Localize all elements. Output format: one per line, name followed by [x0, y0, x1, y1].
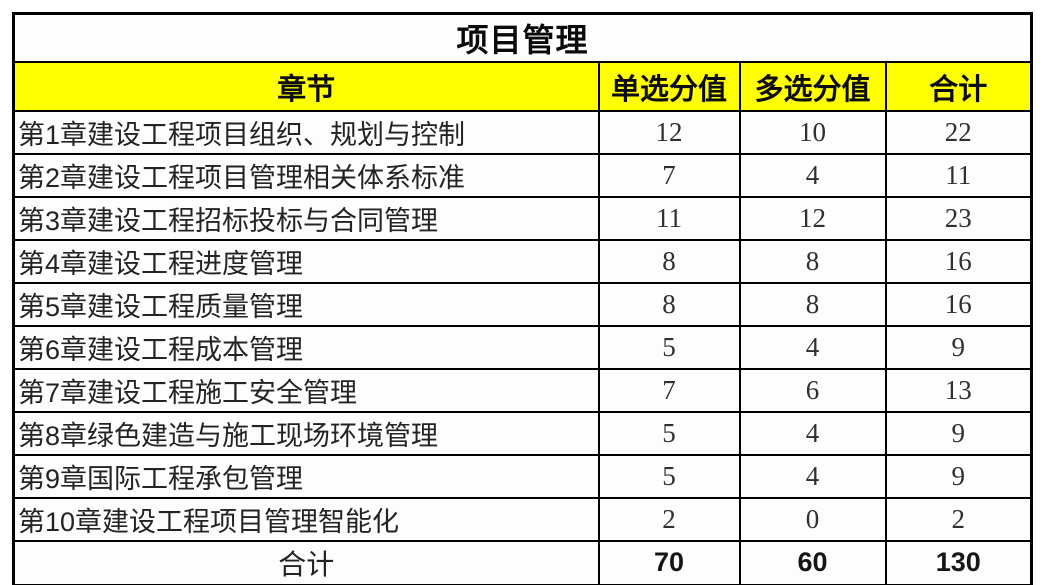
score-table: 项目管理 章节 单选分值 多选分值 合计 第1章建设工程项目组织、规划与控制 12… [12, 12, 1034, 585]
table-row: 第4章建设工程进度管理 8 8 16 [12, 239, 1033, 284]
multi-score-cell: 8 [738, 239, 887, 284]
column-header-total: 合计 [884, 61, 1033, 112]
single-score-cell: 12 [597, 110, 741, 155]
chapter-cell: 第9章国际工程承包管理 [12, 454, 600, 499]
chapter-cell: 第4章建设工程进度管理 [12, 239, 600, 284]
table-row: 第9章国际工程承包管理 5 4 9 [12, 454, 1033, 499]
chapter-cell: 第6章建设工程成本管理 [12, 325, 600, 370]
single-score-cell: 7 [597, 153, 741, 198]
chapter-cell: 第8章绿色建造与施工现场环境管理 [12, 411, 600, 456]
table-row: 第8章绿色建造与施工现场环境管理 5 4 9 [12, 411, 1033, 456]
chapter-cell: 第1章建设工程项目组织、规划与控制 [12, 110, 600, 155]
single-score-cell: 11 [597, 196, 741, 241]
table-body: 第1章建设工程项目组织、规划与控制 12 10 22 第2章建设工程项目管理相关体系标准… [12, 110, 1033, 542]
multi-score-cell: 12 [738, 196, 887, 241]
total-score-cell: 16 [884, 239, 1033, 284]
table-row: 第3章建设工程招标投标与合同管理 11 12 23 [12, 196, 1033, 241]
single-score-cell: 8 [597, 239, 741, 284]
column-header-chapter: 章节 [12, 61, 600, 112]
single-score-cell: 5 [597, 454, 741, 499]
chapter-cell: 第5章建设工程质量管理 [12, 282, 600, 327]
footer-multi-total: 60 [738, 540, 887, 585]
column-header-single-score: 单选分值 [597, 61, 741, 112]
multi-score-cell: 0 [738, 497, 887, 542]
single-score-cell: 5 [597, 325, 741, 370]
total-score-cell: 2 [884, 497, 1033, 542]
chapter-cell: 第3章建设工程招标投标与合同管理 [12, 196, 600, 241]
single-score-cell: 2 [597, 497, 741, 542]
multi-score-cell: 4 [738, 454, 887, 499]
multi-score-cell: 4 [738, 153, 887, 198]
chapter-cell: 第7章建设工程施工安全管理 [12, 368, 600, 413]
single-score-cell: 7 [597, 368, 741, 413]
multi-score-cell: 4 [738, 411, 887, 456]
footer-total-label: 合计 [12, 540, 600, 585]
total-score-cell: 11 [884, 153, 1033, 198]
table-row: 第6章建设工程成本管理 5 4 9 [12, 325, 1033, 370]
total-score-cell: 9 [884, 325, 1033, 370]
table-row: 第5章建设工程质量管理 8 8 16 [12, 282, 1033, 327]
table-title: 项目管理 [12, 12, 1033, 63]
total-score-cell: 9 [884, 454, 1033, 499]
table-row: 第2章建设工程项目管理相关体系标准 7 4 11 [12, 153, 1033, 198]
footer-grand-total: 130 [884, 540, 1033, 585]
footer-single-total: 70 [597, 540, 741, 585]
multi-score-cell: 6 [738, 368, 887, 413]
multi-score-cell: 10 [738, 110, 887, 155]
multi-score-cell: 4 [738, 325, 887, 370]
table-row: 第10章建设工程项目管理智能化 2 0 2 [12, 497, 1033, 542]
table-row: 第7章建设工程施工安全管理 7 6 13 [12, 368, 1033, 413]
footer-row: 合计 70 60 130 [12, 540, 1033, 585]
table-row: 第1章建设工程项目组织、规划与控制 12 10 22 [12, 110, 1033, 155]
header-row: 章节 单选分值 多选分值 合计 [12, 61, 1033, 112]
total-score-cell: 22 [884, 110, 1033, 155]
multi-score-cell: 8 [738, 282, 887, 327]
total-score-cell: 23 [884, 196, 1033, 241]
title-row: 项目管理 [12, 12, 1033, 63]
total-score-cell: 16 [884, 282, 1033, 327]
total-score-cell: 13 [884, 368, 1033, 413]
single-score-cell: 5 [597, 411, 741, 456]
chapter-cell: 第10章建设工程项目管理智能化 [12, 497, 600, 542]
single-score-cell: 8 [597, 282, 741, 327]
total-score-cell: 9 [884, 411, 1033, 456]
chapter-cell: 第2章建设工程项目管理相关体系标准 [12, 153, 600, 198]
column-header-multi-score: 多选分值 [738, 61, 887, 112]
